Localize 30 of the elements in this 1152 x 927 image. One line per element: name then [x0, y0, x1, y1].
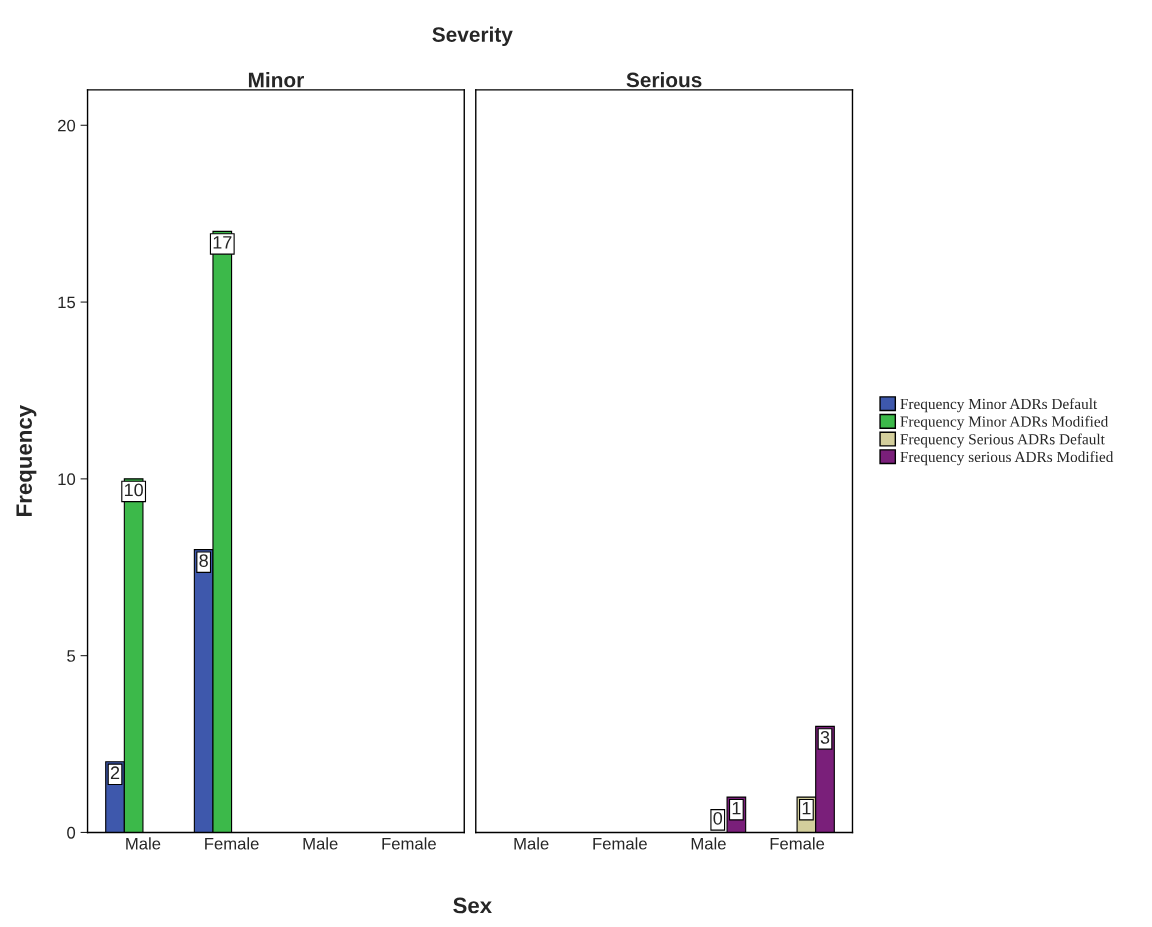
y-axis-title: Frequency: [16, 405, 37, 516]
legend-label: Frequency Minor ADRs Default: [900, 398, 1098, 413]
chart-title: Minor: [248, 72, 304, 88]
data-label: 1: [732, 801, 741, 815]
legend-label: Frequency Serious ADRs Default: [900, 433, 1105, 448]
x-tick-label: Female: [593, 837, 647, 850]
y-tick-label: 5: [67, 650, 76, 662]
chart-title: Serious: [626, 72, 702, 88]
text: Severity: [432, 26, 513, 47]
x-tick-label: Female: [770, 837, 825, 850]
y-tick-label: 0: [67, 826, 76, 839]
y-tick-label: 10: [58, 473, 76, 486]
x-tick-label: Female: [205, 837, 259, 850]
x-tick-label: Male: [514, 837, 549, 850]
x-tick-label: Male: [303, 837, 338, 850]
legend-label: Frequency serious ADRs Modified: [900, 451, 1114, 466]
x-axis-title: Sex: [453, 897, 492, 914]
data-label: 2: [110, 766, 120, 779]
data-label: 3: [820, 731, 830, 744]
data-label: 0: [713, 811, 723, 825]
x-tick-label: Male: [691, 837, 726, 850]
y-tick-label: 15: [58, 296, 76, 309]
data-label: 17: [213, 236, 232, 249]
legend-label: Frequency Minor ADRs Modified: [900, 415, 1109, 430]
data-label: 10: [124, 483, 143, 497]
x-tick-label: Male: [126, 837, 161, 850]
y-tick-label: 20: [58, 119, 76, 132]
data-label: 8: [199, 554, 208, 568]
x-tick-label: Female: [382, 837, 436, 850]
data-label: 1: [802, 801, 811, 815]
